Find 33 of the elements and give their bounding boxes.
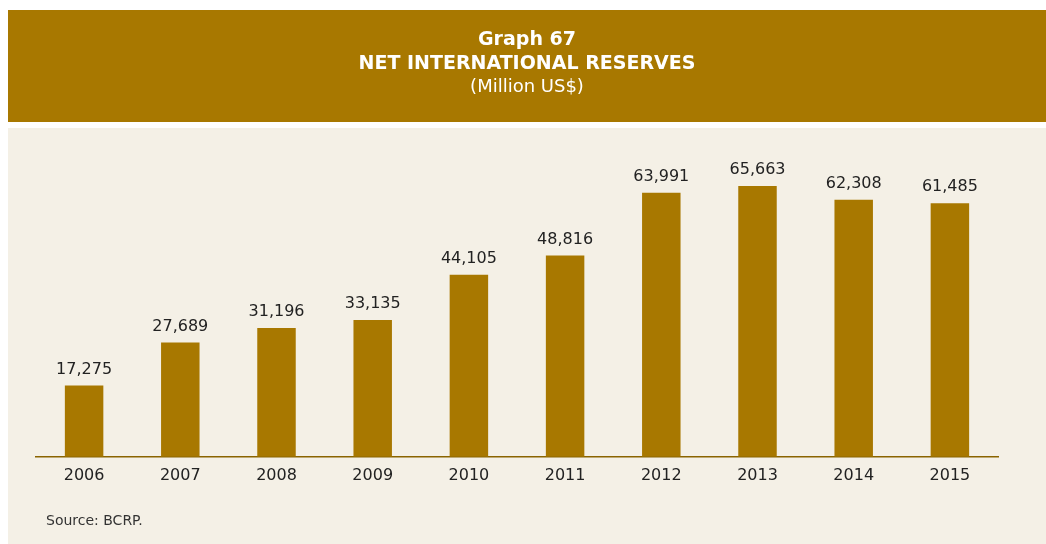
data-label: 65,663 <box>729 159 786 179</box>
data-label: 48,816 <box>537 228 594 248</box>
data-label: 62,308 <box>825 172 882 192</box>
data-label: 61,485 <box>921 176 978 196</box>
x-tick-label: 2012 <box>640 464 682 484</box>
x-tick-label: 2015 <box>929 464 971 484</box>
bar <box>161 342 200 457</box>
bar <box>834 199 873 457</box>
bar <box>642 192 681 457</box>
data-label: 27,689 <box>152 315 209 335</box>
bar <box>738 185 777 457</box>
bar <box>353 320 392 457</box>
chart-subtitle: (Million US$) <box>469 74 585 98</box>
bar <box>64 385 104 457</box>
source-note: Source: BCRP. <box>46 512 143 528</box>
data-label: 63,991 <box>633 165 690 185</box>
x-tick-label: 2010 <box>448 464 490 484</box>
x-tick-label: 2011 <box>544 464 586 484</box>
bar <box>930 203 970 457</box>
x-tick-label: 2006 <box>63 464 105 484</box>
x-tick-label: 2013 <box>737 464 778 484</box>
x-tick-label: 2008 <box>256 464 297 484</box>
data-label: 31,196 <box>248 301 305 321</box>
chart-title: Graph 67 NET INTERNATIONAL RESERVES <box>357 26 697 74</box>
data-label: 33,135 <box>344 293 401 313</box>
bar <box>257 328 296 457</box>
bar <box>545 255 585 457</box>
x-tick-label: 2009 <box>352 464 394 484</box>
x-tick-label: 2014 <box>833 464 875 484</box>
data-label: 17,275 <box>56 358 113 378</box>
data-label: 44,105 <box>440 247 497 267</box>
bar <box>449 274 489 457</box>
x-tick-label: 2007 <box>159 464 201 484</box>
